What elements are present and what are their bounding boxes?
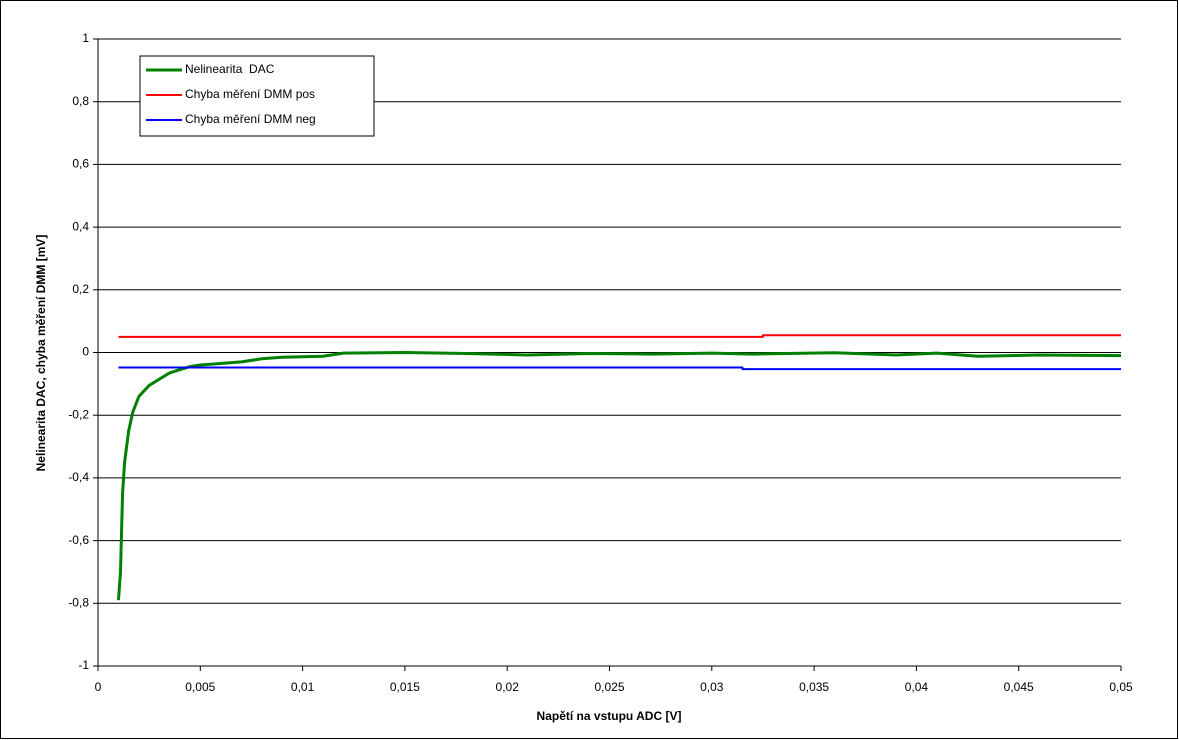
x-tick-label: 0,02: [496, 680, 520, 694]
x-axis-title: Napětí na vstupu ADC [V]: [537, 709, 682, 723]
y-tick-label: 0,4: [72, 219, 89, 233]
y-tick-label: 1: [82, 31, 89, 45]
x-tick-label: 0,05: [1109, 680, 1133, 694]
series-line: [116, 351, 1122, 601]
legend-label: Chyba měření DMM pos: [185, 87, 315, 101]
y-axis-title: Nelinearita DAC, chyba měření DMM [mV]: [34, 235, 48, 472]
y-tick-label: 0,8: [72, 94, 89, 108]
y-tick-label: 0,6: [72, 157, 89, 171]
y-tick-label: -0,6: [68, 533, 89, 547]
y-tick-label: -0,2: [68, 407, 89, 421]
x-tick-label: 0,025: [594, 680, 624, 694]
series-line: [118, 366, 1121, 371]
x-tick-label: 0,01: [291, 680, 315, 694]
y-tick-label: 0,2: [72, 282, 89, 296]
x-tick-label: 0,005: [185, 680, 215, 694]
x-tick-label: 0,015: [390, 680, 420, 694]
x-tick-label: 0,04: [905, 680, 929, 694]
legend-label: Chyba měření DMM neg: [185, 112, 316, 126]
y-tick-label: 0: [82, 345, 89, 359]
y-tick-label: -1: [78, 658, 89, 672]
y-tick-label: -0,8: [68, 595, 89, 609]
x-tick-label: 0: [95, 680, 102, 694]
legend-label: Nelinearita DAC: [185, 62, 275, 76]
y-tick-label: -0,4: [68, 470, 89, 484]
x-tick-label: 0,035: [799, 680, 829, 694]
x-tick-label: 0,045: [1004, 680, 1034, 694]
x-tick-label: 0,03: [700, 680, 724, 694]
series-line: [118, 334, 1121, 338]
